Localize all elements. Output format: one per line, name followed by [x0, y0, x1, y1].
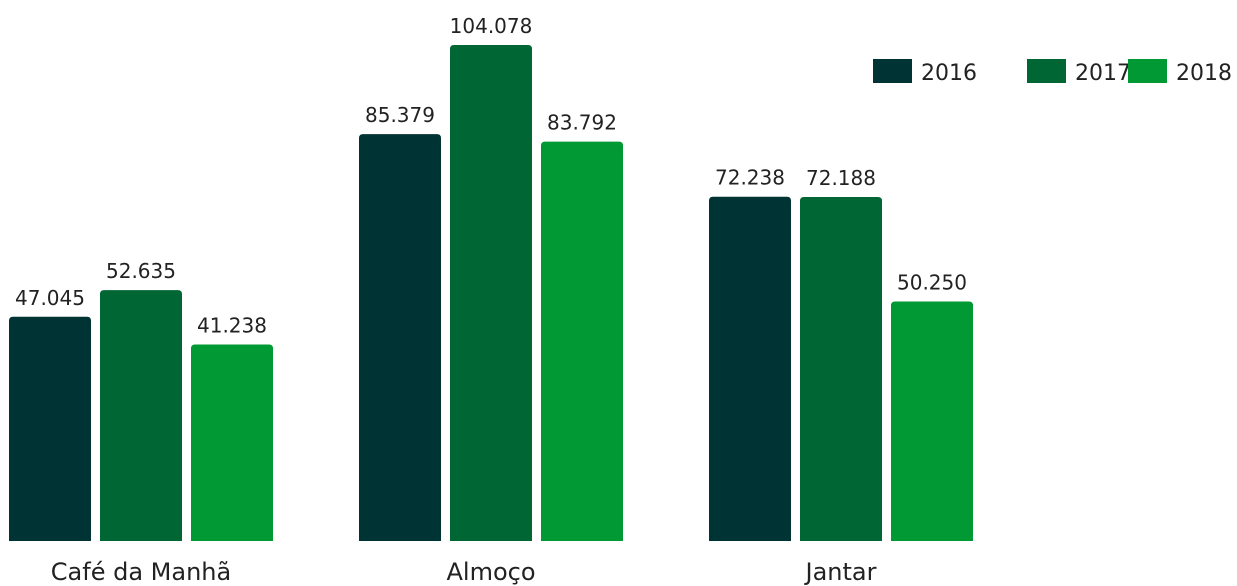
- value-label-jantar-2016: 72.238: [715, 166, 785, 190]
- bar-cafe-da-manha-2016: [9, 316, 91, 541]
- legend-label-2016: 2016: [921, 61, 977, 86]
- value-label-cafe-da-manha-2017: 52.635: [106, 259, 176, 283]
- value-label-almoco-2017: 104.078: [450, 14, 533, 38]
- value-label-cafe-da-manha-2018: 41.238: [197, 313, 267, 337]
- value-label-jantar-2018: 50.250: [897, 271, 967, 295]
- category-label-cafe-da-manha: Café da Manhã: [51, 558, 231, 586]
- legend: 2016 2017 2018: [873, 59, 1232, 86]
- value-labels-group: 47.045 52.635 41.238 85.379 104.078 83.792 72.…: [15, 14, 967, 337]
- bar-jantar-2018: [891, 301, 973, 541]
- bar-almoco-2017: [450, 45, 532, 541]
- value-label-cafe-da-manha-2016: 47.045: [15, 286, 85, 310]
- legend-swatch-2018: [1128, 59, 1167, 83]
- value-label-almoco-2016: 85.379: [365, 103, 435, 127]
- bar-jantar-2016: [709, 196, 791, 541]
- legend-label-2018: 2018: [1176, 61, 1232, 86]
- bar-almoco-2018: [541, 141, 623, 542]
- category-label-almoco: Almoço: [446, 558, 535, 586]
- bar-almoco-2016: [359, 134, 441, 541]
- legend-label-2017: 2017: [1075, 61, 1131, 86]
- legend-swatch-2016: [873, 59, 912, 83]
- value-label-jantar-2017: 72.188: [806, 166, 876, 190]
- bar-cafe-da-manha-2017: [100, 290, 182, 541]
- legend-swatch-2017: [1027, 59, 1066, 83]
- bar-jantar-2017: [800, 196, 882, 541]
- value-label-almoco-2018: 83.792: [547, 111, 617, 135]
- bars-group: [9, 45, 973, 542]
- bar-cafe-da-manha-2018: [191, 344, 273, 541]
- category-labels-group: Café da Manhã Almoço Jantar: [51, 558, 877, 586]
- category-label-jantar: Jantar: [804, 558, 877, 586]
